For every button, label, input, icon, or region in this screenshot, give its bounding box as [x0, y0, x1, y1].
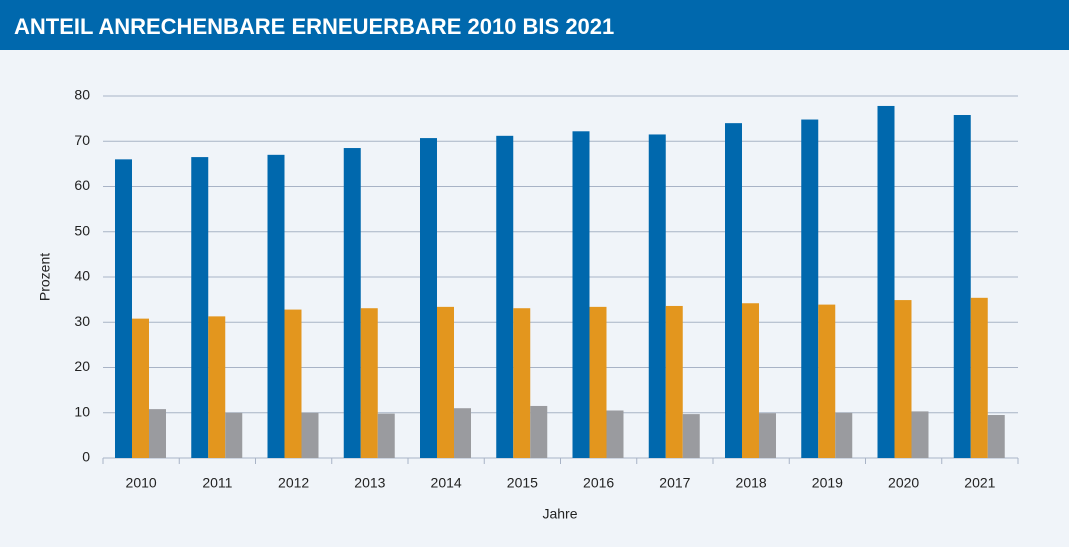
- bar: [284, 309, 302, 458]
- bar: [953, 115, 971, 458]
- bar: [894, 300, 912, 458]
- bar: [115, 159, 132, 458]
- bar: [513, 308, 531, 458]
- y-tick-label: 20: [74, 358, 90, 374]
- x-tick-label: 2018: [736, 475, 767, 491]
- y-tick-label: 10: [74, 403, 90, 419]
- bar: [742, 303, 759, 458]
- y-tick-label: 60: [74, 177, 90, 193]
- bar: [725, 123, 742, 459]
- x-axis-label: Jahre: [542, 506, 577, 522]
- bar: [149, 409, 166, 458]
- bar: [225, 412, 243, 458]
- x-tick-label: 2011: [202, 475, 232, 491]
- x-tick-label: 2021: [964, 475, 995, 491]
- bar: [606, 410, 624, 458]
- bar: [589, 306, 607, 458]
- y-tick-label: 50: [74, 222, 90, 238]
- bar: [191, 157, 209, 458]
- bar: [360, 308, 378, 458]
- x-tick-label: 2017: [659, 475, 690, 491]
- bar: [648, 134, 666, 458]
- x-tick-label: 2013: [354, 475, 385, 491]
- y-tick-label: 80: [74, 87, 90, 103]
- y-tick-label: 70: [74, 132, 90, 148]
- bar: [835, 412, 853, 458]
- bar: [818, 304, 836, 458]
- bar: [267, 154, 285, 458]
- bar: [343, 148, 361, 458]
- y-tick-label: 0: [82, 449, 90, 465]
- bar: [377, 413, 395, 458]
- x-tick-label: 2012: [278, 475, 309, 491]
- x-tick-label: 2016: [583, 475, 614, 491]
- bar: [132, 318, 149, 458]
- bar: [877, 105, 895, 458]
- bar: [572, 131, 590, 459]
- bar: [437, 306, 454, 458]
- bar: [970, 297, 988, 458]
- bar: [420, 138, 437, 458]
- bar: [801, 119, 819, 458]
- x-tick-label: 2010: [126, 475, 157, 491]
- x-tick-label: 2020: [888, 475, 919, 491]
- x-tick-label: 2019: [812, 475, 843, 491]
- bar: [987, 415, 1005, 458]
- bar: [530, 405, 548, 458]
- header-band: [0, 0, 1069, 50]
- y-tick-label: 40: [74, 268, 90, 284]
- bar: [682, 414, 700, 458]
- bar: [301, 412, 319, 458]
- bar: [665, 305, 683, 458]
- bar: [496, 135, 514, 458]
- bar: [208, 316, 226, 458]
- y-axis-label: Prozent: [37, 253, 53, 301]
- chart-title: ANTEIL ANRECHENBARE ERNEUERBARE 2010 BIS…: [14, 14, 614, 39]
- bar: [911, 411, 929, 458]
- x-tick-label: 2014: [431, 475, 462, 491]
- x-tick-label: 2015: [507, 475, 538, 491]
- bar: [454, 408, 471, 458]
- y-tick-label: 30: [74, 313, 90, 329]
- bar: [759, 413, 776, 458]
